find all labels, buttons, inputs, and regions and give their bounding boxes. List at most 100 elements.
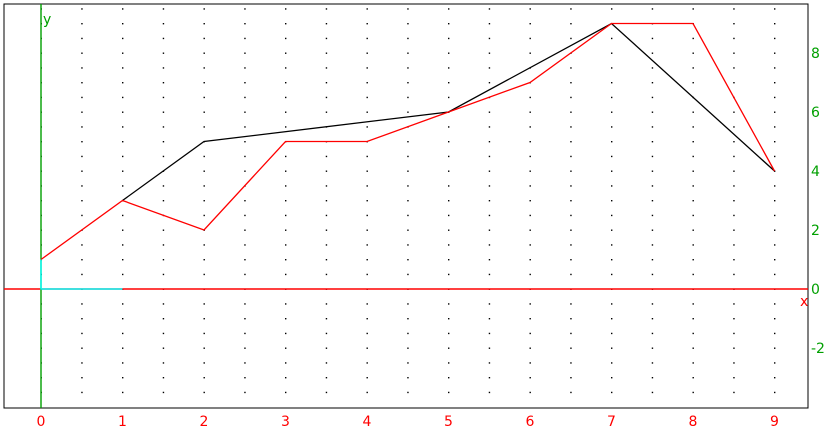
grid-dot — [448, 96, 450, 99]
grid-dot — [529, 332, 531, 335]
grid-dot — [611, 362, 613, 364]
grid-dot — [162, 347, 165, 349]
grid-dot — [692, 111, 694, 113]
y-tick-label: 2 — [811, 223, 820, 239]
grid-dot — [692, 200, 694, 202]
grid-dot — [162, 67, 165, 69]
grid-dot — [570, 96, 572, 99]
grid-dot — [774, 229, 776, 231]
grid-dot — [570, 391, 572, 394]
grid-dot — [774, 377, 776, 379]
grid-dot — [203, 214, 205, 217]
x-tick-label: 7 — [607, 414, 616, 430]
grid-dot — [651, 8, 654, 10]
grid-dot — [692, 155, 694, 158]
x-tick-label: 2 — [200, 414, 209, 430]
grid-dot — [774, 332, 776, 335]
grid-dot — [285, 111, 287, 113]
grid-dot — [366, 37, 368, 40]
grid-dot — [285, 303, 287, 305]
grid-dot — [448, 273, 450, 276]
grid-dot — [162, 303, 165, 305]
grid-dot — [203, 82, 205, 84]
grid-dot — [325, 67, 328, 69]
grid-dot — [81, 244, 83, 246]
grid-dot — [285, 96, 287, 99]
grid-dot — [611, 126, 613, 128]
grid-dot — [611, 347, 613, 349]
grid-dot — [733, 391, 735, 394]
grid-dot — [733, 214, 735, 217]
x-tick-label: 9 — [770, 414, 779, 430]
y-axis-label: y — [43, 12, 51, 28]
grid-dot — [774, 318, 776, 320]
grid-dot — [203, 111, 205, 113]
grid-dot — [611, 259, 613, 261]
grid-dot — [81, 155, 83, 158]
series-line-2 — [40, 22, 776, 261]
grid-dot — [448, 67, 450, 69]
grid-dot — [570, 126, 572, 128]
grid-dot — [733, 347, 735, 349]
grid-dot — [448, 259, 450, 261]
grid-dot — [81, 377, 83, 379]
grid-dot — [733, 170, 735, 172]
grid-dot — [285, 52, 287, 54]
grid-dot — [162, 155, 165, 158]
grid-dot — [448, 185, 450, 187]
grid-dot — [692, 347, 694, 349]
grid-dot — [774, 170, 776, 172]
grid-dot — [366, 229, 368, 231]
grid-dot — [611, 37, 613, 40]
grid-dot — [651, 229, 654, 231]
grid-dot — [81, 23, 83, 25]
grid-dot — [285, 23, 287, 25]
grid-dot — [651, 82, 654, 84]
grid-dot — [162, 377, 165, 379]
grid-dot — [570, 23, 572, 25]
grid-dot — [692, 214, 694, 217]
grid-dot — [366, 111, 368, 113]
grid-dot — [203, 185, 205, 187]
grid-dot — [325, 332, 328, 335]
grid-dot — [448, 391, 450, 394]
grid-dot — [244, 200, 246, 202]
grid-dot — [162, 37, 165, 40]
grid-dot — [448, 214, 450, 217]
grid-dot — [488, 52, 491, 54]
x-axis-label: x — [800, 294, 808, 310]
grid-dot — [774, 214, 776, 217]
grid-dot — [692, 377, 694, 379]
grid-dot — [203, 155, 205, 158]
grid-dot — [651, 52, 654, 54]
grid-dot — [488, 332, 491, 335]
grid-dot — [366, 332, 368, 335]
grid-dot — [244, 155, 246, 158]
grid-dot — [325, 377, 328, 379]
grid-dot — [774, 126, 776, 128]
grid-dot — [407, 332, 409, 335]
grid-dot — [325, 23, 328, 25]
grid-dot — [529, 141, 531, 143]
grid-dot — [448, 52, 450, 54]
grid-dot — [81, 96, 83, 99]
grid-dot — [122, 362, 124, 364]
grid-dot — [774, 111, 776, 113]
grid-dot — [733, 82, 735, 84]
grid-dot — [366, 67, 368, 69]
grid-dot — [407, 391, 409, 394]
grid-dot — [692, 170, 694, 172]
grid-dot — [325, 52, 328, 54]
grid-dot — [774, 185, 776, 187]
grid-dot — [692, 318, 694, 320]
grid-dot — [203, 318, 205, 320]
grid-dot — [488, 229, 491, 231]
grid-dot — [733, 67, 735, 69]
grid-dot — [774, 303, 776, 305]
series-group — [40, 22, 776, 290]
grid-dot — [692, 67, 694, 69]
grid-dot — [244, 347, 246, 349]
grid-dot — [244, 170, 246, 172]
grid-dot — [203, 332, 205, 335]
grid-dot — [692, 126, 694, 128]
